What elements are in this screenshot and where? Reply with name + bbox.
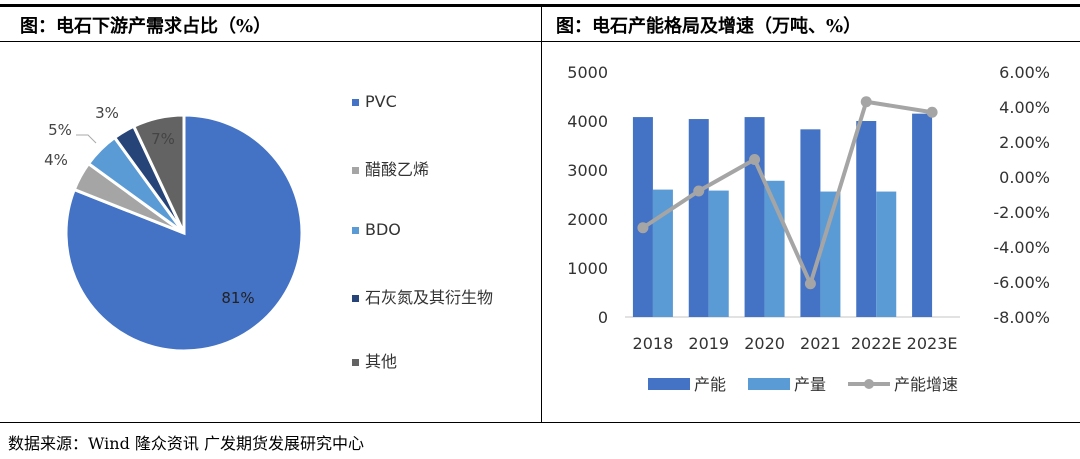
right-axis-tick: 4.00% [999, 98, 1050, 117]
divider [541, 5, 542, 423]
legend-label: 石灰氮及其衍生物 [365, 288, 494, 307]
legend-label: 产量 [794, 375, 826, 394]
legend-item: 其他 [352, 348, 397, 372]
left-axis-tick: 2000 [567, 210, 608, 229]
line-point [693, 185, 705, 197]
pie-data-label: 5% [48, 121, 72, 139]
legend-item: PVC [352, 92, 397, 111]
pie-slice-0 [64, 113, 304, 353]
legend-label: 产能增速 [894, 375, 958, 394]
bar-产量 [652, 189, 673, 317]
pie-data-label: 7% [151, 130, 175, 148]
right-axis-tick: -4.00% [993, 238, 1050, 257]
right-axis-tick: -8.00% [993, 308, 1050, 327]
leader-line [76, 134, 97, 144]
right-axis-tick: 2.00% [999, 133, 1050, 152]
legend-label: 其他 [365, 352, 398, 371]
line-point [804, 278, 816, 290]
right-chart-title: 图：电石产能格局及增速（万吨、%） [556, 16, 862, 37]
bottom-rule [0, 422, 1080, 423]
legend-item: 醋酸乙烯 [352, 156, 429, 180]
legend-item: BDO [352, 220, 401, 239]
bar-产能 [688, 119, 709, 317]
legend-label: 产能 [694, 375, 726, 394]
line-point [749, 154, 761, 165]
legend-swatch [352, 359, 359, 366]
left-axis-tick: 0 [598, 308, 608, 327]
bar-产能 [632, 117, 653, 317]
top-rule [0, 4, 1080, 7]
legend-item: 石灰氮及其衍生物 [352, 284, 493, 308]
pie-slice-4 [131, 113, 186, 234]
source-note: 数据来源：Wind 隆众资讯 广发期货发展研究中心 [8, 434, 365, 453]
line-point [860, 96, 872, 108]
legend-label: PVC [365, 92, 397, 111]
line-产能增速 [641, 99, 933, 290]
legend-swatch [864, 379, 874, 389]
bar-产量 [708, 190, 729, 317]
bar-产能 [744, 117, 765, 317]
left-chart-title: 图：电石下游产需求占比（%） [20, 16, 272, 37]
line-point [926, 106, 938, 118]
x-axis-tick: 2019 [688, 334, 729, 353]
bar-产量 [876, 191, 897, 317]
left-axis-tick: 3000 [567, 161, 608, 180]
left-axis-tick: 4000 [567, 112, 608, 131]
left-axis-tick: 5000 [567, 63, 608, 82]
x-axis-tick: 2021 [800, 334, 841, 353]
line-point [637, 222, 649, 234]
x-axis-tick: 2020 [744, 334, 785, 353]
legend-swatch [352, 99, 359, 106]
right-axis-tick: 0.00% [999, 168, 1050, 187]
right-axis-tick: -6.00% [993, 273, 1050, 292]
bar-line-chart: 0 1000 2000 3000 4000 5000 -8.00% -6.00% -4.00% -… [567, 63, 1050, 394]
bar-产量 [820, 191, 841, 317]
x-axis-tick: 2018 [633, 334, 674, 353]
pie-data-label: 4% [44, 151, 68, 169]
right-axis-tick: -2.00% [993, 203, 1050, 222]
pie-chart: 81% 4% 5% 3% 7% [44, 104, 304, 353]
legend-swatch [648, 378, 690, 390]
bar-产能 [856, 121, 877, 317]
legend-label: 醋酸乙烯 [365, 160, 430, 179]
left-axis-tick: 1000 [567, 259, 608, 278]
pie-data-label: 81% [221, 289, 254, 307]
legend-swatch [748, 378, 790, 390]
legend-swatch [352, 295, 359, 302]
title-rule [0, 41, 1080, 42]
x-axis-tick: 2022E [851, 334, 902, 353]
legend-swatch [352, 227, 359, 234]
right-axis-tick: 6.00% [999, 63, 1050, 82]
x-axis-tick: 2023E [907, 334, 958, 353]
pie-data-label: 3% [95, 104, 119, 122]
bar-产能 [912, 113, 933, 318]
legend-label: BDO [365, 220, 401, 239]
legend-swatch [352, 167, 359, 174]
